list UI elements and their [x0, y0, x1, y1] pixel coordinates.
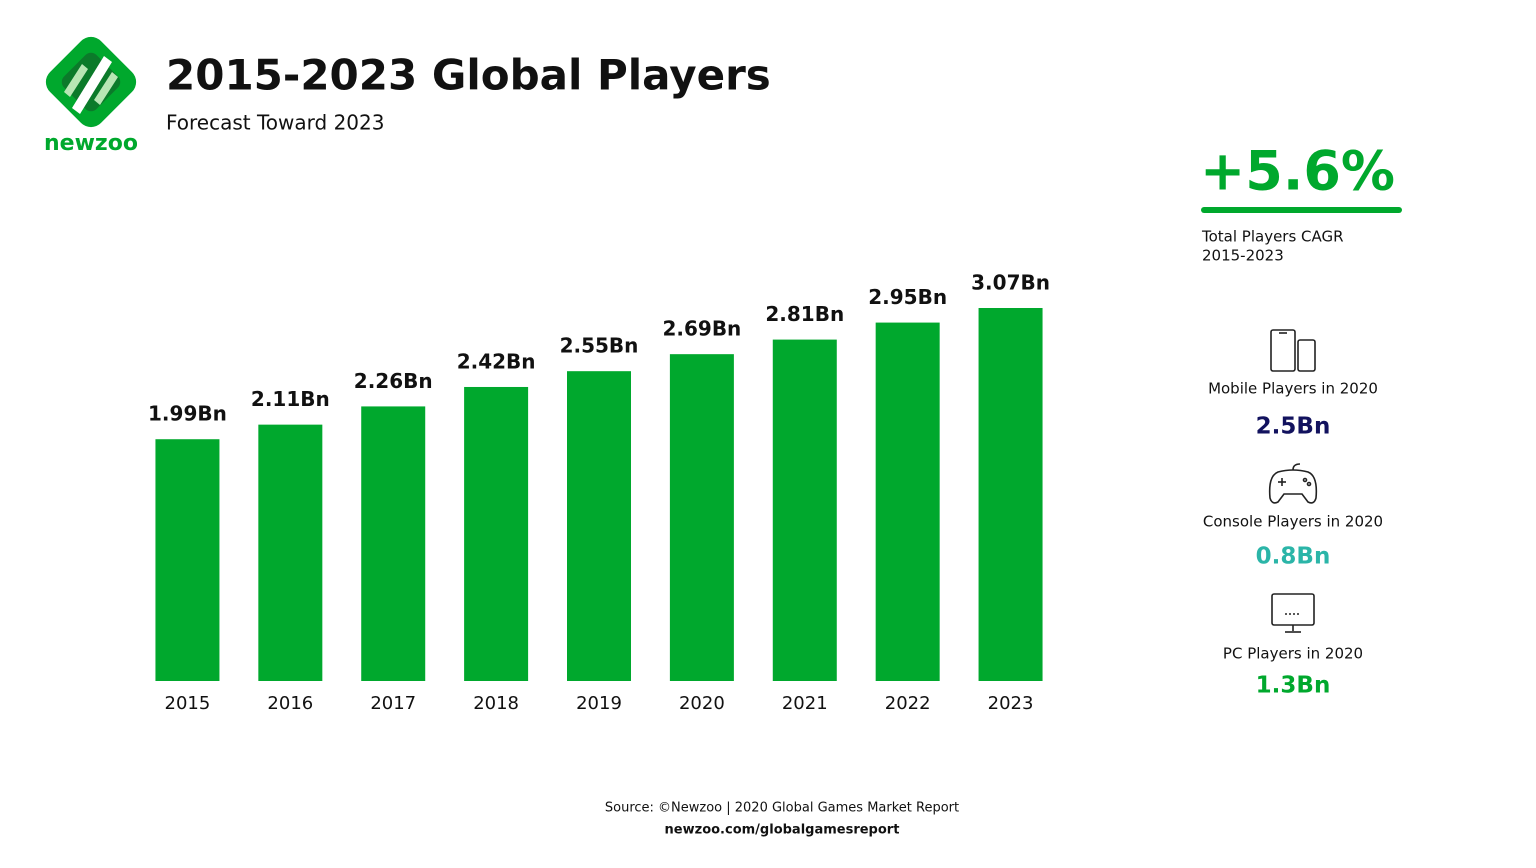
value-label: 2.11Bn: [251, 387, 330, 411]
x-tick-label: 2017: [370, 693, 416, 714]
value-label: 2.55Bn: [560, 334, 639, 358]
chart-title: 2015-2023 Global Players: [166, 51, 771, 100]
bar: [772, 339, 837, 681]
stat-value: 0.8Bn: [1256, 544, 1331, 570]
console-icon: [1268, 463, 1318, 504]
bar: [464, 386, 529, 681]
bar: [258, 424, 323, 681]
logo: newzoo: [44, 36, 138, 156]
highlight-label: 2015-2023: [1202, 247, 1284, 265]
highlight-label: Total Players CAGR: [1201, 228, 1344, 246]
stat-label: Console Players in 2020: [1203, 513, 1383, 531]
x-tick-label: 2016: [267, 693, 313, 714]
value-label: 1.99Bn: [148, 402, 227, 426]
bar: [978, 308, 1043, 681]
bar: [567, 371, 631, 681]
x-tick-label: 2020: [679, 693, 725, 714]
pc-icon: [1271, 593, 1315, 633]
x-tick-label: 2019: [576, 693, 622, 714]
highlight-value: +5.6%: [1200, 140, 1395, 203]
footer-url: newzoo.com/globalgamesreport: [665, 823, 900, 838]
bar: [361, 406, 426, 681]
footer-source: Source: ©Newzoo | 2020 Global Games Mark…: [605, 801, 959, 816]
mobile-icon: [1270, 329, 1316, 372]
x-tick-label: 2021: [782, 693, 828, 714]
highlight-underline: [1201, 207, 1402, 213]
bar: [875, 322, 940, 681]
x-tick-label: 2022: [885, 693, 931, 714]
value-label: 2.69Bn: [662, 317, 741, 341]
value-label: 3.07Bn: [971, 271, 1050, 295]
value-label: 2.42Bn: [457, 349, 536, 373]
bar: [669, 354, 734, 681]
stat-label: Mobile Players in 2020: [1208, 380, 1378, 398]
x-tick-label: 2018: [473, 693, 519, 714]
bar: [155, 439, 220, 681]
brand: newzoo: [44, 131, 138, 156]
plot: 1.99Bn 2015 2.11Bn 2016 2.26Bn 2017 2.42Bn 2018…: [148, 271, 1050, 715]
value-label: 2.81Bn: [765, 302, 844, 326]
x-tick-label: 2023: [988, 693, 1034, 714]
value-label: 2.26Bn: [354, 369, 433, 393]
stat-label: PC Players in 2020: [1223, 645, 1363, 663]
value-label: 2.95Bn: [868, 285, 947, 309]
x-tick-label: 2015: [165, 693, 211, 714]
stat-value: 2.5Bn: [1256, 414, 1331, 440]
chart-subtitle: Forecast Toward 2023: [166, 111, 384, 135]
stat-value: 1.3Bn: [1256, 673, 1331, 699]
